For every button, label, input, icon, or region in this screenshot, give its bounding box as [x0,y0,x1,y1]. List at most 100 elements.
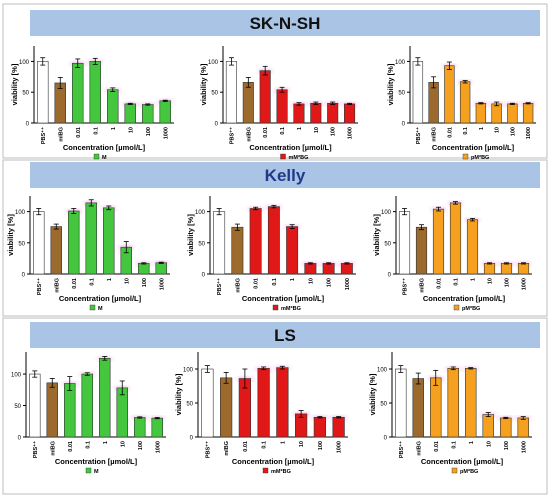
y-tick-label: 0 [26,122,30,128]
bar [276,367,289,438]
y-tick-label: 50 [211,91,218,97]
bar [482,414,494,438]
category-label: 100 [504,441,510,450]
bar [72,62,84,124]
category-label: PBS⁺⁺ [204,441,211,458]
category-label: PBS⁺⁺ [40,127,47,144]
bar [412,378,424,438]
x-axis-label: Concentration [µmol/L] [421,457,504,466]
bar [313,416,326,438]
category-label: 1000 [348,127,354,139]
category-label: 100 [505,278,511,287]
category-label: PBS⁺⁺ [415,127,422,144]
bar [500,417,512,438]
category-label: mIBG [54,278,60,293]
y-tick-label: 50 [14,404,21,410]
category-label: 100 [142,278,148,287]
bar [267,206,280,275]
y-tick-label: 100 [195,210,206,216]
category-label: 1 [469,441,475,444]
legend-swatch [89,304,96,311]
bar [81,373,93,438]
y-tick-label: 50 [398,91,405,97]
x-axis-label: Concentration [µmol/L] [59,294,142,303]
panel-header-bar [30,162,540,188]
bar [89,61,101,124]
bar [491,103,502,124]
bar [522,102,534,124]
bar [517,417,529,438]
y-tick-label: 100 [377,368,388,374]
category-label: mIBG [416,441,422,456]
y-axis-label: viability [%] [6,214,15,256]
bar [50,226,62,275]
bar [286,226,299,275]
category-label: 1 [280,441,286,444]
bar [459,81,471,124]
bar [322,263,335,275]
category-label: 1000 [526,127,532,139]
y-tick-label: 0 [384,436,388,442]
bar [124,103,136,124]
bar [142,104,154,124]
bar [310,102,322,124]
bar [103,207,115,275]
bar [159,100,171,124]
y-tick-label: 50 [186,402,193,408]
category-label: 0.01 [243,441,249,452]
y-tick-label: 0 [388,273,392,279]
y-axis-label: viability [%] [186,214,195,256]
bar [483,263,496,275]
y-tick-label: 50 [380,402,387,408]
bar [304,263,317,275]
bar [475,102,487,124]
category-label: 0.1 [454,278,460,286]
bar [430,377,442,438]
bar [449,202,462,275]
panel-header-title: LS [274,326,296,345]
y-tick-label: 0 [190,436,194,442]
bar [151,417,163,438]
legend-label: mM*BG [281,306,301,312]
bar [507,103,518,124]
y-tick-label: 100 [381,210,392,216]
category-label: 1000 [345,278,351,290]
y-tick-label: 50 [22,91,29,97]
bar [412,61,424,124]
category-label: 0.1 [89,278,95,286]
bar [500,263,513,275]
category-label: mIBG [50,441,56,456]
y-tick-label: 100 [183,368,194,374]
x-axis-label: Concentration [µmol/L] [242,294,325,303]
legend-swatch [453,304,460,311]
category-label: mIBG [224,441,230,456]
category-label: 0.01 [254,278,260,289]
category-label: 0.01 [72,278,78,289]
y-axis-label: viability [%] [10,63,19,105]
category-label: 0.1 [85,441,91,449]
panel-header-bar [30,322,540,348]
category-label: 1000 [522,278,528,290]
category-label: 0.01 [437,278,443,289]
y-tick-label: 0 [215,122,219,128]
bar [428,82,439,124]
bar [107,89,119,124]
category-label: 10 [124,278,130,284]
bar [220,377,233,438]
bar [340,263,353,275]
bar [249,208,262,275]
legend-label: pM*BG [460,469,478,475]
bar [327,102,339,124]
category-label: mIBG [420,278,426,293]
y-axis-label: viability [%] [368,373,377,415]
category-label: 0.01 [68,441,74,452]
y-axis-label: viability [%] [372,214,381,256]
legend-label: M [102,155,107,161]
category-label: PBS⁺⁺ [228,127,235,144]
category-label: 1000 [163,127,169,139]
bar [293,103,305,124]
